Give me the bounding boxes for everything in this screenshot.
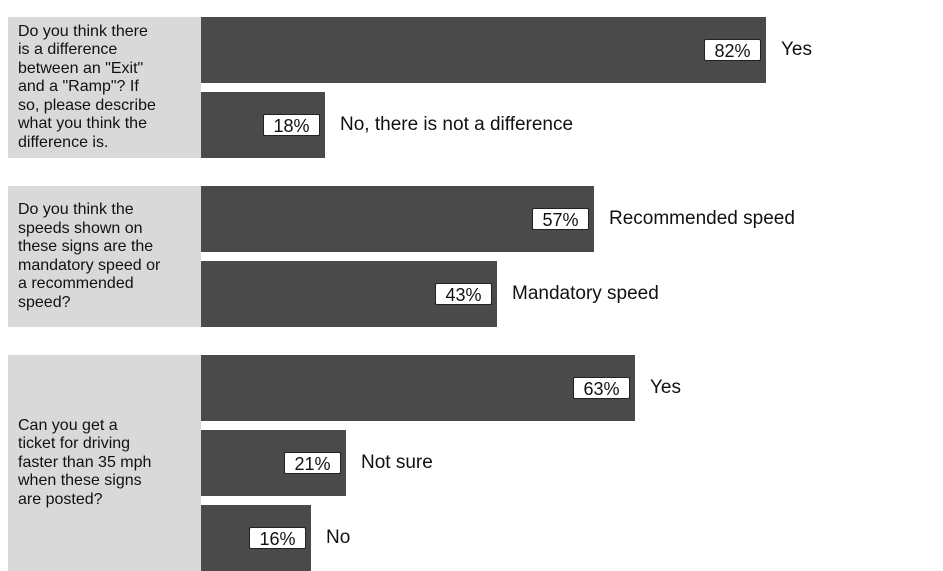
bar-value-label: 21% — [284, 452, 341, 474]
bar — [201, 17, 766, 83]
bar-value-label: 57% — [532, 208, 589, 230]
bar-category-label: Mandatory speed — [512, 283, 659, 304]
bar-value-label: 18% — [263, 114, 320, 136]
bar — [201, 355, 635, 421]
question-text: Do you think the speeds shown on these s… — [18, 201, 161, 311]
question-box-3: Can you get a ticket for driving faster … — [8, 355, 201, 571]
bar — [201, 186, 594, 252]
bar-value-label: 16% — [249, 527, 306, 549]
question-text: Do you think there is a difference betwe… — [18, 22, 156, 151]
bar-category-label: Not sure — [361, 452, 433, 473]
question-box-2: Do you think the speeds shown on these s… — [8, 186, 201, 327]
question-box-1: Do you think there is a difference betwe… — [8, 17, 201, 158]
question-text: Can you get a ticket for driving faster … — [18, 416, 152, 508]
bar-value-label: 82% — [704, 39, 761, 61]
bar-category-label: Recommended speed — [609, 208, 795, 229]
bar-category-label: Yes — [781, 39, 812, 60]
bar-value-label: 63% — [573, 377, 630, 399]
bar-value-label: 43% — [435, 283, 492, 305]
survey-bar-chart: Do you think there is a difference betwe… — [8, 17, 812, 571]
bar-category-label: Yes — [650, 377, 681, 398]
bar-category-label: No, there is not a difference — [340, 114, 574, 135]
bar-category-label: No — [326, 527, 351, 548]
